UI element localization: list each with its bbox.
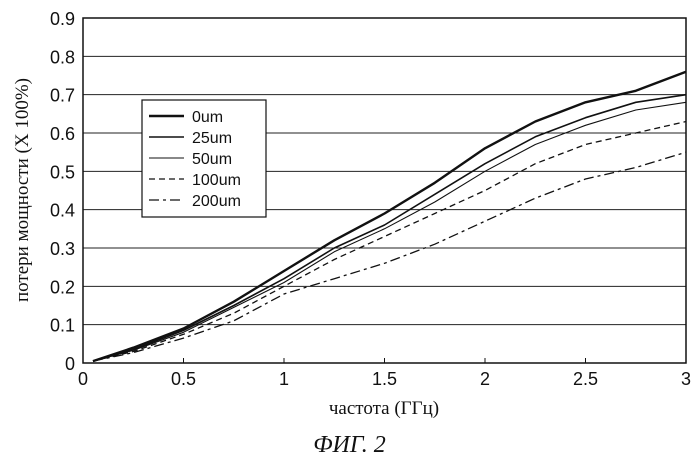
y-tick-label: 0.5 xyxy=(50,162,75,182)
x-tick-label: 2.5 xyxy=(573,369,598,389)
x-axis-label: частота (ГГц) xyxy=(284,398,484,420)
y-tick-label: 0.7 xyxy=(50,86,75,106)
x-tick-label: 0.5 xyxy=(171,369,196,389)
x-tick-label: 1 xyxy=(279,369,289,389)
legend: 0um 25um 50um 100um 200um xyxy=(142,100,266,217)
y-tick-label: 0.6 xyxy=(50,124,75,144)
legend-label: 25um xyxy=(192,130,232,147)
y-axis-label-container: потери мощности (X 100%) xyxy=(10,40,36,340)
x-tick-label: 1.5 xyxy=(372,369,397,389)
legend-label: 50um xyxy=(192,151,232,168)
legend-label: 0um xyxy=(192,109,223,126)
x-tick-label: 0 xyxy=(78,369,88,389)
y-tick-label: 0 xyxy=(65,354,75,374)
y-axis-label: потери мощности (X 100%) xyxy=(12,78,34,302)
y-tick-label: 0.3 xyxy=(50,239,75,259)
y-tick-label: 0.9 xyxy=(50,9,75,29)
y-tick-label: 0.4 xyxy=(50,201,75,221)
y-tick-label: 0.8 xyxy=(50,47,75,67)
x-tick-label: 2 xyxy=(480,369,490,389)
legend-label: 200um xyxy=(192,193,241,210)
legend-label: 100um xyxy=(192,172,241,189)
figure-caption: ФИГ. 2 xyxy=(0,432,699,459)
y-tick-labels: 0 0.1 0.2 0.3 0.4 0.5 0.6 0.7 0.8 0.9 xyxy=(50,9,75,374)
x-tick-label: 3 xyxy=(681,369,691,389)
y-tick-label: 0.2 xyxy=(50,277,75,297)
y-tick-label: 0.1 xyxy=(50,316,75,336)
